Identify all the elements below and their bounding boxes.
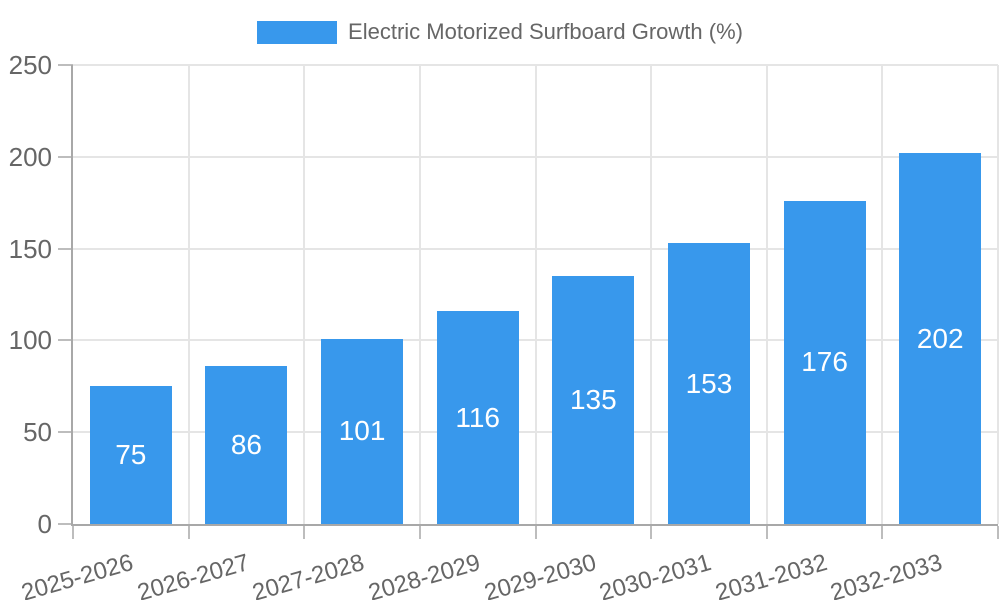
bar-value-label: 116	[455, 401, 501, 433]
bar[interactable]: 153	[667, 243, 750, 524]
legend-label: Electric Motorized Surfboard Growth (%)	[348, 19, 743, 44]
v-gridline	[534, 65, 537, 524]
v-gridline	[997, 65, 999, 524]
bar[interactable]: 176	[783, 200, 866, 524]
x-tick-mark	[765, 526, 768, 539]
y-tick-label: 200	[8, 141, 52, 172]
y-tick-label: 0	[37, 509, 52, 539]
bar[interactable]: 135	[552, 276, 635, 524]
bar-value-label: 153	[685, 367, 733, 399]
bar-value-label: 86	[230, 429, 263, 461]
bar[interactable]: 116	[436, 311, 519, 524]
x-tick-label: 2028-2029	[365, 549, 484, 600]
bar-value-label: 176	[801, 346, 848, 378]
bar-value-label: 135	[569, 384, 617, 416]
bar[interactable]: 101	[321, 338, 404, 524]
y-tick-mark	[58, 64, 73, 66]
x-tick-label: 2025-2026	[18, 549, 137, 600]
bar-value-label: 75	[115, 439, 147, 471]
x-tick-mark	[534, 526, 537, 539]
bar[interactable]: 75	[89, 386, 172, 524]
y-tick-mark	[58, 339, 73, 342]
x-tick-label: 2032-2033	[827, 549, 946, 600]
y-tick-label: 100	[8, 325, 52, 356]
x-tick-label: 2027-2028	[249, 549, 368, 600]
legend-swatch	[257, 20, 338, 44]
x-tick-mark	[72, 526, 74, 539]
x-tick-mark	[650, 526, 653, 539]
bar-value-label: 101	[338, 415, 386, 447]
y-tick-mark	[58, 247, 73, 250]
x-tick-mark	[997, 526, 999, 539]
x-tick-mark	[303, 526, 306, 539]
x-tick-label: 2031-2032	[712, 549, 831, 600]
v-gridline	[303, 65, 306, 524]
y-axis-line	[71, 65, 73, 526]
x-tick-label: 2030-2031	[596, 549, 715, 600]
v-gridline	[418, 65, 421, 524]
y-tick-mark	[58, 431, 73, 434]
v-gridline	[650, 65, 653, 524]
x-tick-mark	[187, 526, 190, 539]
bar[interactable]: 202	[899, 153, 982, 524]
y-tick-mark	[58, 523, 73, 525]
x-tick-label: 2026-2027	[134, 549, 252, 600]
y-tick-label: 150	[8, 233, 52, 264]
v-gridline	[765, 65, 768, 524]
bar[interactable]: 86	[205, 366, 288, 524]
x-tick-mark	[418, 526, 421, 539]
v-gridline	[187, 65, 190, 524]
x-tick-label: 2029-2030	[480, 549, 599, 600]
x-axis-line	[71, 524, 998, 526]
y-tick-mark	[58, 155, 73, 158]
y-tick-label: 250	[8, 50, 52, 80]
x-tick-mark	[881, 526, 884, 539]
v-gridline	[881, 65, 884, 524]
chart-legend[interactable]: Electric Motorized Surfboard Growth (%)	[0, 19, 1000, 45]
bar-value-label: 202	[916, 322, 964, 354]
y-tick-label: 50	[23, 417, 52, 448]
